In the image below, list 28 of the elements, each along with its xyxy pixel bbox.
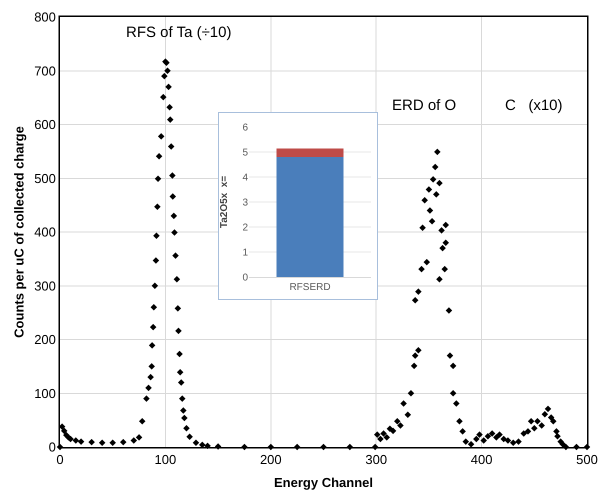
y-axis-title: Ta2O5x x= [219, 176, 230, 228]
y-tick-label: 100 [34, 386, 56, 401]
y-tick-label: 1 [242, 248, 248, 258]
x-tick-label: 500 [576, 452, 598, 468]
x-tick-label: 300 [365, 452, 388, 468]
y-tick-label: 400 [34, 224, 56, 240]
y-tick-label: 4 [242, 172, 248, 184]
y-tick-label: 0 [48, 440, 56, 455]
y-tick-label: 600 [34, 117, 56, 132]
y-tick-label: 0 [242, 272, 248, 284]
y-tick-label: 700 [34, 63, 56, 78]
y-tick-label: 6 [242, 122, 248, 134]
x-tick-label: 200 [260, 452, 282, 468]
y-tick-label: 800 [34, 10, 56, 25]
y-tick-label: 2 [242, 222, 248, 234]
annotation: ERD of O [392, 97, 456, 114]
y-tick-label: 200 [34, 332, 56, 348]
annotation: RFS of Ta (÷10) [126, 24, 232, 41]
x-tick-label: 100 [154, 452, 176, 468]
y-axis-title: Counts per uC of collected charge [12, 126, 26, 338]
y-tick-label: 500 [34, 170, 56, 186]
x-axis-title: Energy Channel [274, 475, 373, 490]
x-tick-label: RFSERD [289, 282, 331, 293]
x-tick-label: 400 [470, 452, 492, 468]
y-tick-label: 5 [242, 148, 248, 158]
y-tick-label: 300 [34, 278, 56, 294]
y-tick-label: 3 [242, 198, 248, 208]
annotation: C (x10) [505, 97, 563, 114]
